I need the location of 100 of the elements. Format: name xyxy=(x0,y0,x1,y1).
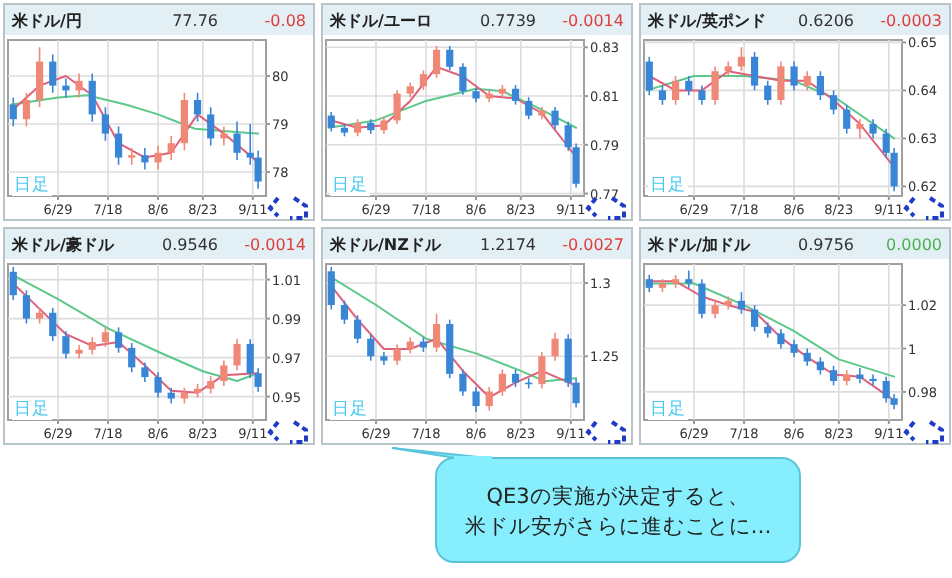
candlestick xyxy=(764,80,772,106)
candlestick xyxy=(498,368,506,397)
candlestick xyxy=(658,84,667,106)
chart-subtitle: 0.9756 xyxy=(798,236,854,254)
candlestick xyxy=(472,386,480,413)
candlestick xyxy=(551,106,559,130)
chart-subtitle: 0.6206 xyxy=(798,12,854,30)
chart-title: 米ドル/加ドル xyxy=(646,236,752,254)
text: -0.0014 xyxy=(562,12,624,30)
chart-subtitle: 77.76 xyxy=(172,12,218,30)
candlestick xyxy=(459,62,467,96)
candlestick xyxy=(9,96,17,128)
candlestick xyxy=(737,46,746,72)
chart-title: 米ドル/英ポンド xyxy=(646,12,766,30)
candlestick xyxy=(698,84,706,106)
candlestick xyxy=(233,120,241,161)
candlestick xyxy=(645,56,653,96)
candlestick xyxy=(154,144,162,171)
candlestick xyxy=(711,65,719,106)
candlestick xyxy=(141,147,149,171)
candlestick xyxy=(856,118,864,140)
candlestick xyxy=(511,84,520,106)
candlestick xyxy=(128,342,136,374)
candlestick xyxy=(75,72,83,99)
candlestick xyxy=(393,343,401,366)
candlestick xyxy=(167,135,175,161)
text: -0.0003 xyxy=(880,12,942,30)
chart-title: 米ドル/NZドル xyxy=(328,236,443,254)
candlestick xyxy=(777,328,785,350)
candlestick xyxy=(207,106,215,147)
candlestick xyxy=(777,60,785,106)
candlestick xyxy=(62,330,70,360)
candlestick xyxy=(114,326,123,354)
candlestick xyxy=(790,60,798,92)
candlestick xyxy=(485,386,493,412)
callout: QE3の実施が決定すると、 米ドル安がさらに進むことに… xyxy=(391,447,801,563)
candlestick xyxy=(671,75,680,106)
candlestick xyxy=(220,359,228,387)
candlestick xyxy=(803,70,811,92)
text: -0.0014 xyxy=(244,236,306,254)
candlestick xyxy=(685,75,693,96)
candlestick xyxy=(62,77,70,99)
candlestick xyxy=(525,96,533,121)
candlestick xyxy=(193,92,202,123)
chart-subtitle: 1.2174 xyxy=(480,236,536,254)
chart-subtitle: 0.7739 xyxy=(480,12,536,30)
candlestick xyxy=(88,72,96,123)
candlestick xyxy=(75,344,83,360)
chart-title: 米ドル/豪ドル xyxy=(10,236,116,254)
candlestick xyxy=(737,291,746,315)
candlestick xyxy=(843,104,851,135)
candlestick xyxy=(869,373,877,387)
candlestick xyxy=(254,149,262,190)
candlestick xyxy=(49,307,57,342)
candlestick xyxy=(829,89,838,116)
annotation: 日足 xyxy=(332,398,368,420)
candlestick xyxy=(353,314,362,344)
candlestick xyxy=(538,351,546,390)
candlestick xyxy=(459,368,467,397)
candlestick xyxy=(432,313,441,353)
candlestick xyxy=(446,45,454,72)
text: -0.0027 xyxy=(562,236,624,254)
candlestick xyxy=(141,361,149,383)
candlestick xyxy=(9,266,17,301)
annotation: 日足 xyxy=(14,398,50,420)
candlestick xyxy=(698,278,706,319)
candlestick xyxy=(22,92,31,128)
candlestick xyxy=(180,92,188,152)
chart-title: 米ドル/ユーロ xyxy=(328,12,432,30)
annotation: 日足 xyxy=(14,174,50,196)
candlestick xyxy=(233,338,241,372)
candlestick xyxy=(419,69,428,91)
line-series xyxy=(648,280,896,402)
candlestick xyxy=(829,365,838,387)
candlestick xyxy=(432,45,441,79)
candlestick xyxy=(367,333,375,362)
candlestick xyxy=(327,111,335,133)
chart-title: 米ドル/円 xyxy=(10,12,82,30)
candlestick xyxy=(816,70,824,101)
candlestick xyxy=(114,125,123,166)
candlestick xyxy=(750,51,759,92)
candlestick xyxy=(49,53,57,94)
text: -0.08 xyxy=(264,12,306,30)
candlestick xyxy=(340,299,349,325)
candlestick xyxy=(856,367,864,384)
chart-subtitle: 0.9546 xyxy=(162,236,218,254)
annotation: 日足 xyxy=(650,174,686,196)
candlestick xyxy=(101,106,110,142)
text: 0.0000 xyxy=(886,236,942,254)
candlestick xyxy=(128,147,136,166)
candlestick xyxy=(869,118,877,140)
candlestick xyxy=(35,46,44,108)
candlestick xyxy=(22,289,31,325)
candlestick xyxy=(101,326,110,348)
line-series xyxy=(327,87,578,129)
candlestick xyxy=(882,375,890,404)
candlestick xyxy=(393,89,401,125)
candlestick xyxy=(154,371,162,399)
annotation: 日足 xyxy=(332,174,368,196)
candlestick xyxy=(327,266,335,311)
